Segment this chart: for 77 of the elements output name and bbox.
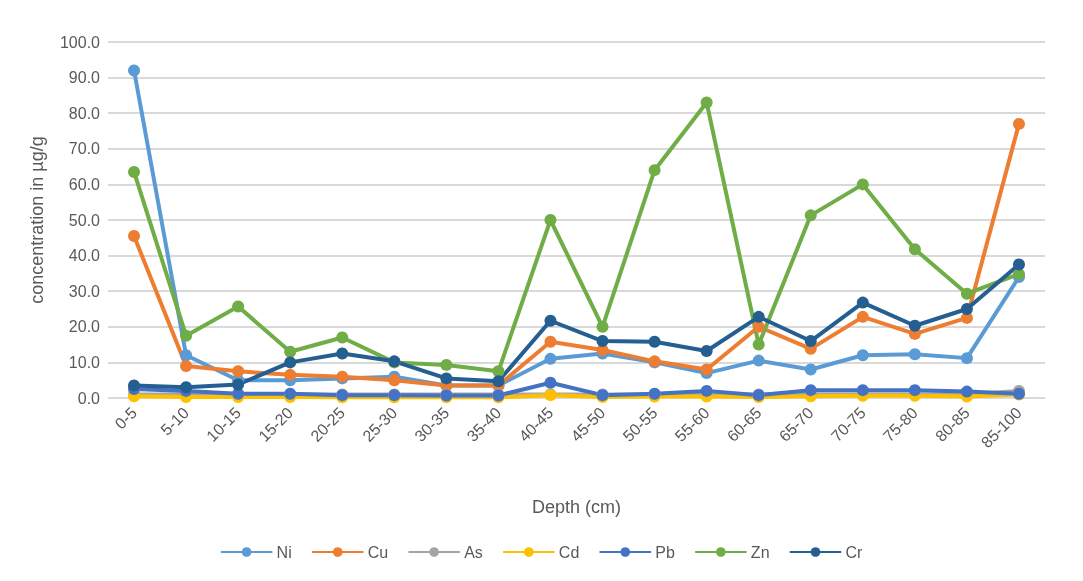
- point: [960, 352, 973, 365]
- point: [128, 165, 141, 178]
- point: [388, 374, 401, 387]
- point: [804, 363, 817, 376]
- point: [804, 335, 817, 348]
- point: [180, 359, 193, 372]
- y-axis-title: concentration in µg/g: [27, 136, 47, 304]
- x-tick-label: 0-5: [111, 403, 141, 433]
- point: [856, 384, 869, 397]
- point: [180, 329, 193, 342]
- x-axis-title: Depth (cm): [531, 497, 622, 517]
- y-tick-label: 10.0: [68, 353, 101, 371]
- point: [336, 347, 349, 360]
- y-tick-label: 30.0: [68, 282, 101, 300]
- legend-label: Cu: [367, 543, 389, 561]
- legend-label: Cr: [845, 543, 864, 561]
- y-tick-label: 80.0: [68, 104, 101, 122]
- y-tick-label: 90.0: [68, 69, 101, 87]
- y-tick-label: 70.0: [68, 140, 101, 158]
- y-tick-label: 50.0: [68, 211, 101, 229]
- point: [856, 349, 869, 362]
- point: [648, 164, 661, 177]
- point: [1012, 117, 1025, 130]
- point: [700, 363, 713, 376]
- point: [648, 335, 661, 348]
- point: [544, 314, 557, 327]
- point: [804, 384, 817, 397]
- legend-label: Zn: [750, 543, 770, 561]
- point: [856, 178, 869, 191]
- point: [544, 352, 557, 365]
- point: [856, 310, 869, 323]
- y-tick-label: 40.0: [68, 247, 101, 265]
- point: [960, 303, 973, 315]
- point: [908, 384, 921, 397]
- point: [284, 345, 297, 358]
- point: [700, 96, 713, 109]
- point: [128, 64, 141, 77]
- point: [544, 335, 557, 348]
- point: [596, 335, 609, 348]
- point: [856, 296, 869, 309]
- legend-label: As: [464, 543, 483, 561]
- point: [232, 300, 245, 313]
- legend-label: Pb: [655, 543, 675, 561]
- y-tick-label: 0.0: [77, 389, 101, 407]
- point: [180, 349, 193, 362]
- point: [492, 365, 505, 378]
- point: [492, 375, 505, 388]
- point: [440, 372, 453, 385]
- point: [960, 287, 973, 300]
- point: [752, 354, 765, 367]
- x-tick-label: 5-10: [157, 403, 193, 439]
- point: [284, 368, 297, 381]
- point: [908, 243, 921, 256]
- point: [1012, 258, 1025, 271]
- point: [544, 214, 557, 226]
- point: [336, 331, 349, 344]
- point: [752, 310, 765, 323]
- point: [700, 345, 713, 357]
- point: [544, 376, 557, 389]
- point: [232, 365, 245, 378]
- point: [440, 358, 453, 371]
- point: [752, 320, 765, 333]
- legend-label: Cd: [558, 543, 580, 561]
- point: [232, 378, 245, 391]
- y-tick-label: 20.0: [68, 318, 101, 336]
- point: [908, 348, 921, 361]
- legend-label: Ni: [276, 543, 292, 561]
- point: [128, 379, 141, 392]
- point: [596, 320, 609, 333]
- point: [804, 209, 817, 222]
- y-tick-label: 100.0: [59, 33, 101, 51]
- point: [128, 230, 141, 243]
- point: [284, 356, 297, 369]
- point: [752, 338, 765, 351]
- point: [700, 384, 713, 397]
- point: [908, 319, 921, 332]
- y-tick-label: 60.0: [68, 175, 101, 193]
